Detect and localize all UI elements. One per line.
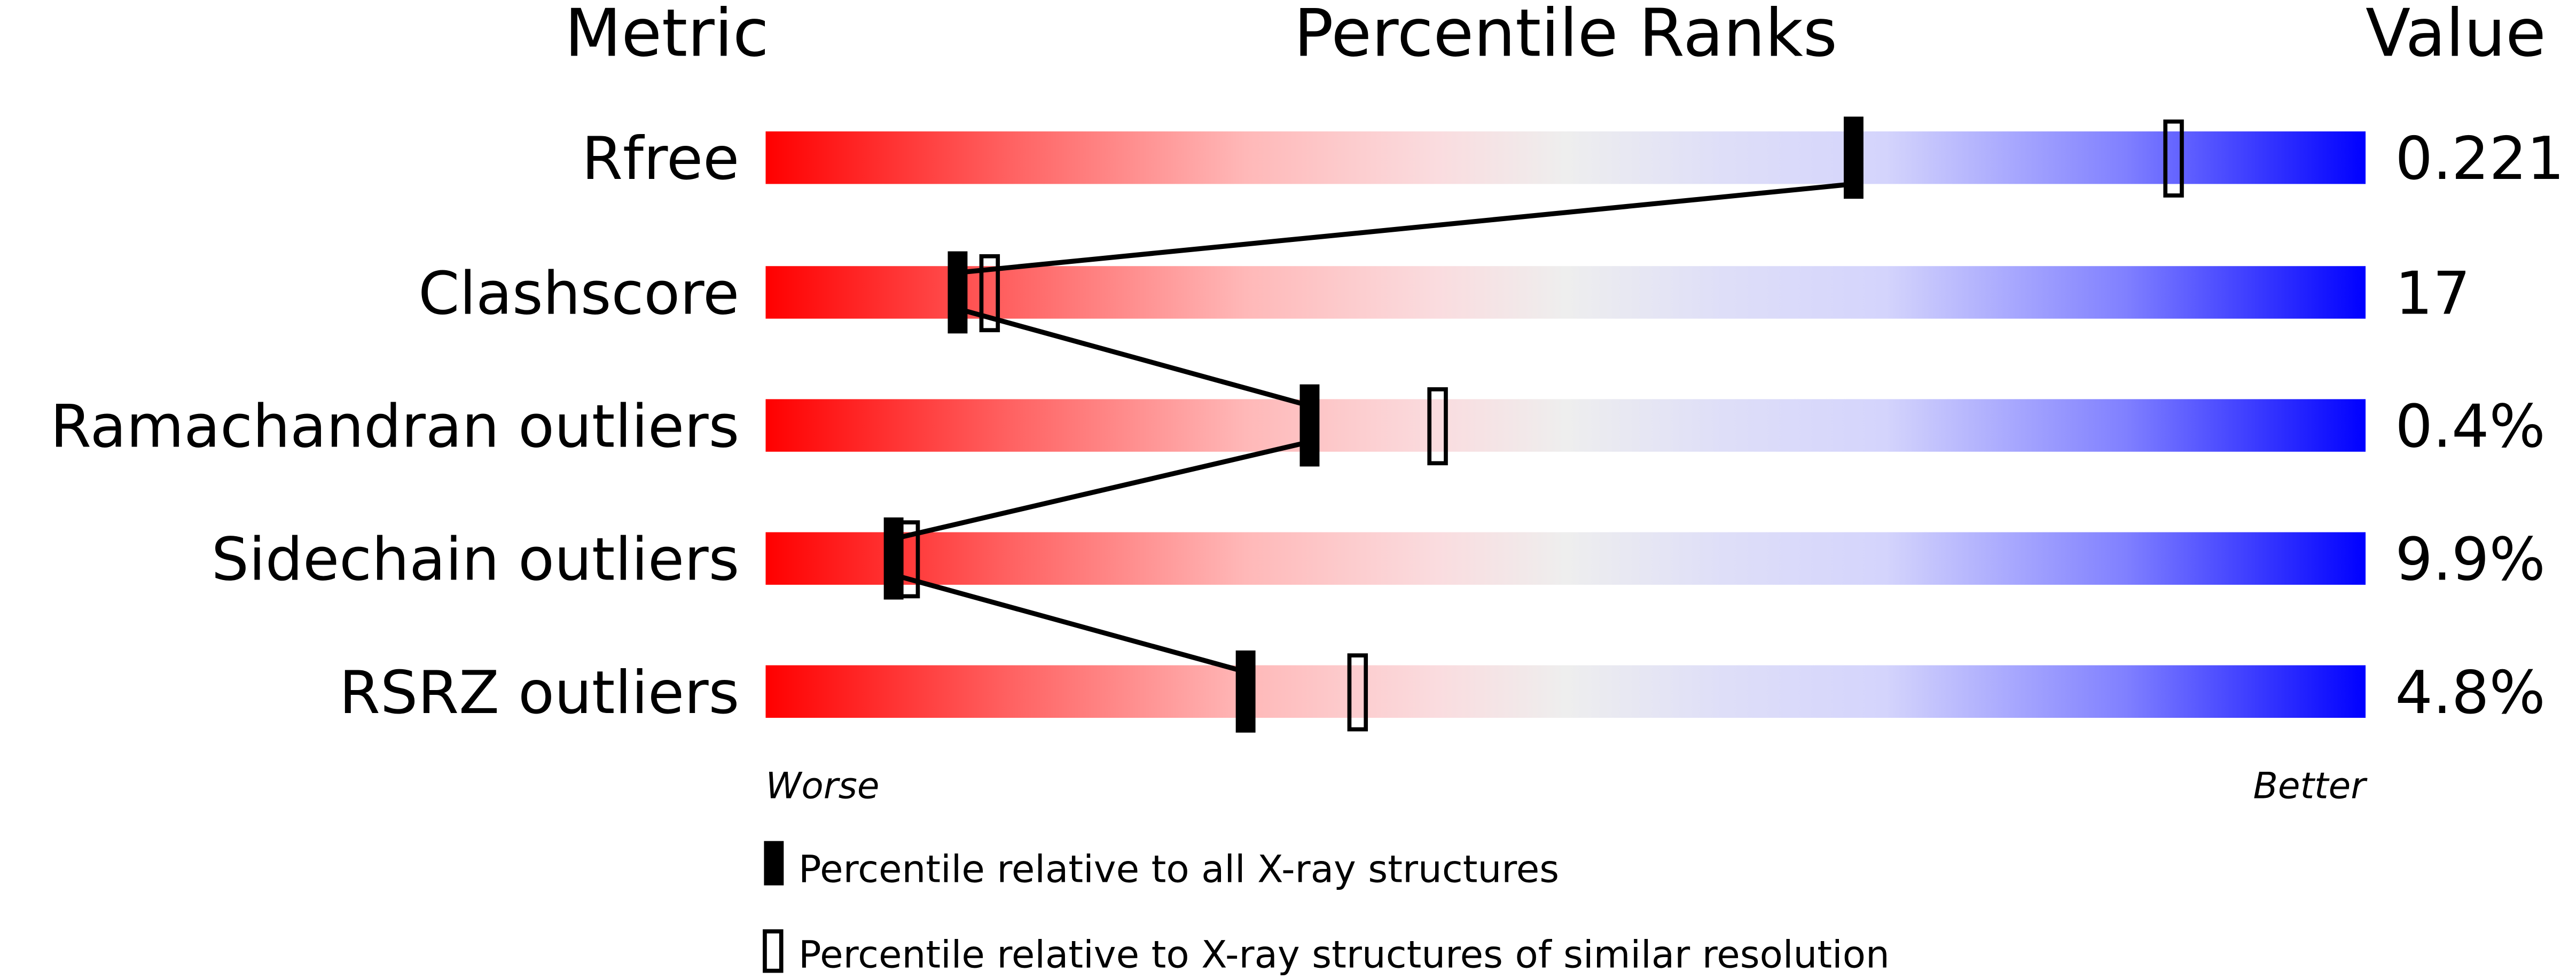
marker-similar-resolution bbox=[2163, 119, 2184, 198]
metric-label: Clashscore bbox=[418, 259, 739, 328]
connector-line bbox=[892, 572, 1247, 675]
marker-similar-resolution bbox=[1347, 653, 1368, 732]
header-percentile: Percentile Ranks bbox=[1294, 0, 1837, 72]
metric-label: RSRZ outliers bbox=[339, 659, 739, 727]
marker-similar-resolution bbox=[899, 520, 920, 599]
metric-label: Ramachandran outliers bbox=[50, 393, 739, 461]
axis-worse-label: Worse bbox=[765, 765, 879, 807]
legend-all: Percentile relative to all X-ray structu… bbox=[798, 847, 1559, 891]
legend-similar: Percentile relative to X-ray structures … bbox=[798, 932, 1890, 976]
marker-similar-resolution bbox=[979, 254, 1000, 333]
legend-filled-marker bbox=[764, 841, 784, 886]
percentile-bar bbox=[765, 532, 2366, 585]
marker-similar-resolution bbox=[1427, 387, 1448, 466]
connector-line bbox=[957, 306, 1311, 409]
metric-value: 9.9% bbox=[2395, 526, 2545, 594]
connector-line bbox=[957, 181, 1854, 276]
percentile-bar bbox=[765, 131, 2366, 184]
marker-all-structures bbox=[1299, 384, 1320, 467]
metric-label: Sidechain outliers bbox=[212, 526, 740, 594]
metric-label: Rfree bbox=[582, 124, 739, 193]
metric-value: 0.4% bbox=[2395, 393, 2545, 461]
metric-value: 17 bbox=[2395, 259, 2470, 328]
marker-all-structures bbox=[948, 251, 968, 334]
metric-value: 4.8% bbox=[2395, 659, 2545, 727]
percentile-bar bbox=[765, 665, 2366, 718]
connector-line bbox=[893, 439, 1311, 542]
legend-open-marker bbox=[763, 929, 784, 973]
header-value: Value bbox=[2366, 0, 2546, 72]
metric-value: 0.221 bbox=[2395, 124, 2564, 193]
header-metric: Metric bbox=[565, 0, 769, 72]
percentile-bar bbox=[765, 399, 2366, 452]
percentile-bar bbox=[765, 266, 2366, 319]
marker-all-structures bbox=[1235, 650, 1256, 733]
axis-better-label: Better bbox=[2253, 765, 2368, 807]
marker-all-structures bbox=[1844, 116, 1864, 199]
